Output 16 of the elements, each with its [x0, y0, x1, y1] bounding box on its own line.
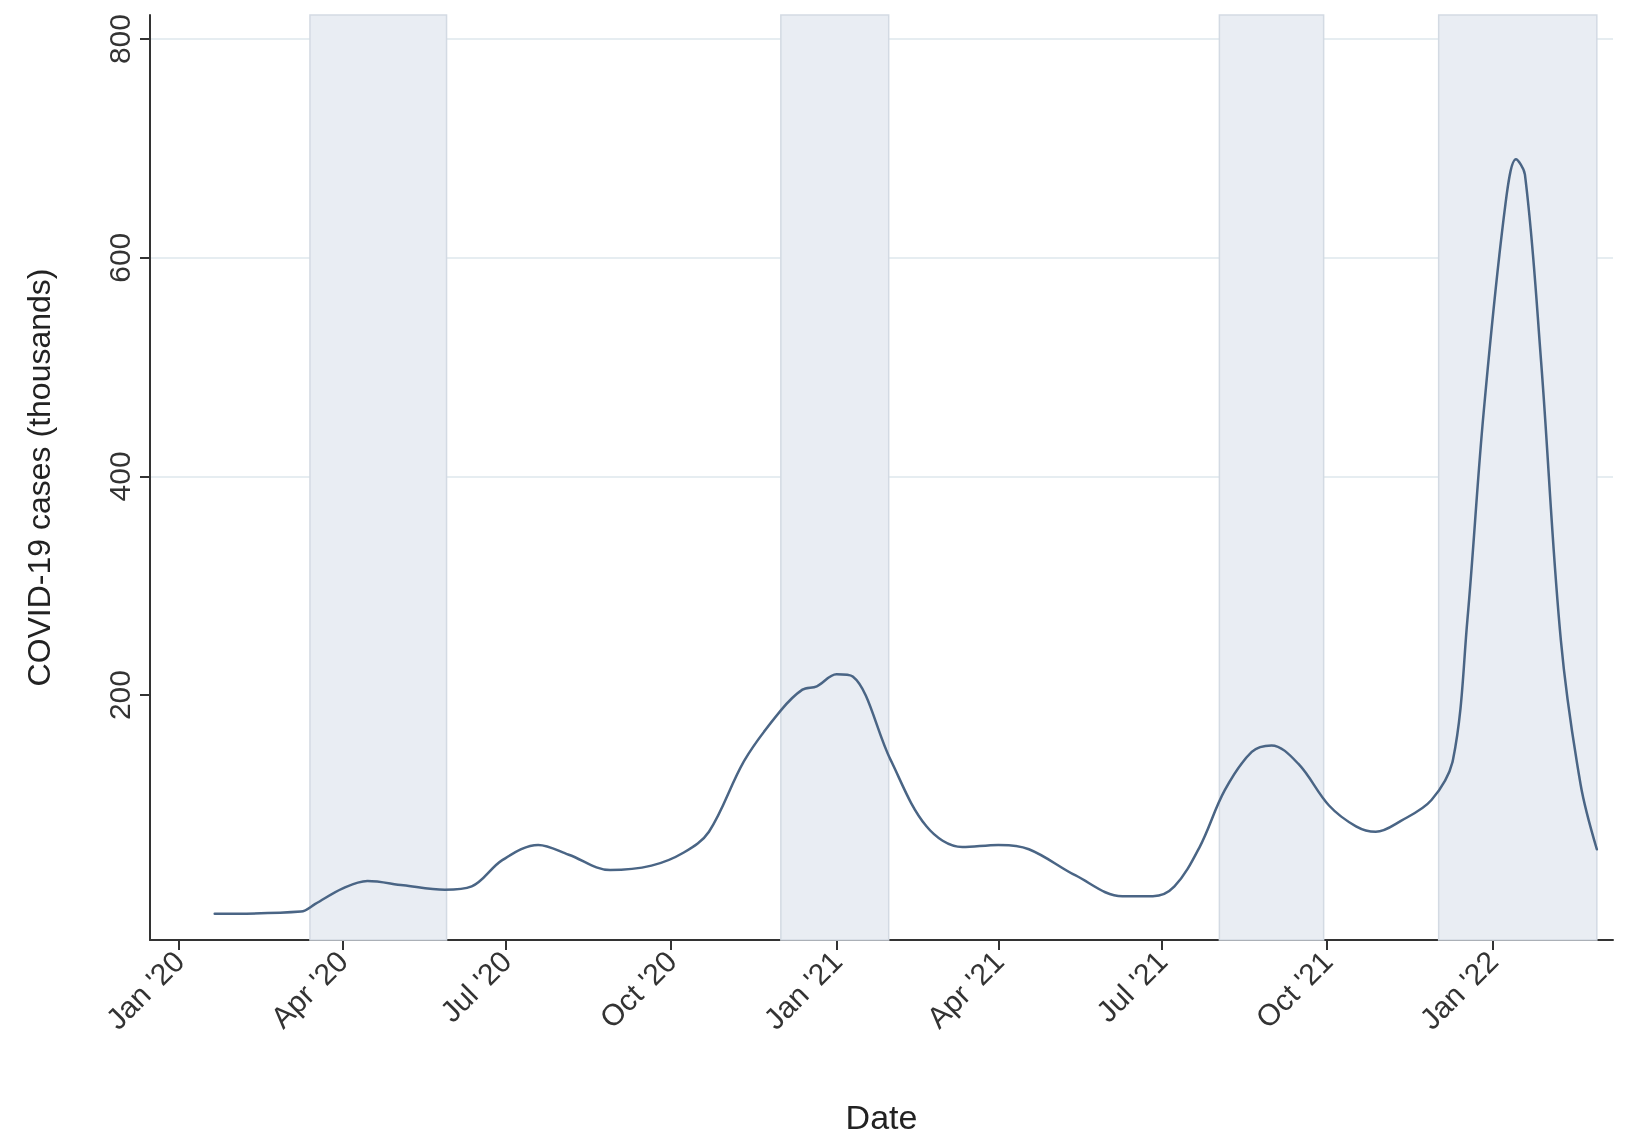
x-tick-label: Oct '21 [1249, 944, 1339, 1035]
x-tick-label: Jul '21 [1089, 944, 1174, 1029]
y-tick-label: 600 [102, 232, 136, 283]
x-tick-label: Apr '21 [920, 944, 1010, 1035]
x-tick-label: Jan '22 [1413, 944, 1505, 1036]
y-axis-title: COVID-19 cases (thousands) [21, 268, 57, 687]
x-tick-label: Jul '20 [433, 944, 518, 1029]
x-tick-label: Oct '20 [593, 944, 683, 1035]
x-tick-label: Jan '21 [757, 944, 849, 1036]
x-tick-label: Apr '20 [264, 944, 354, 1035]
y-tick-label: 400 [102, 451, 136, 502]
y-tick-label: 800 [102, 14, 136, 65]
x-axis-title: Date [845, 1098, 918, 1136]
line-series [213, 158, 1599, 916]
x-tick-label: Jan '20 [99, 944, 191, 1036]
y-tick-label: 200 [102, 670, 136, 721]
